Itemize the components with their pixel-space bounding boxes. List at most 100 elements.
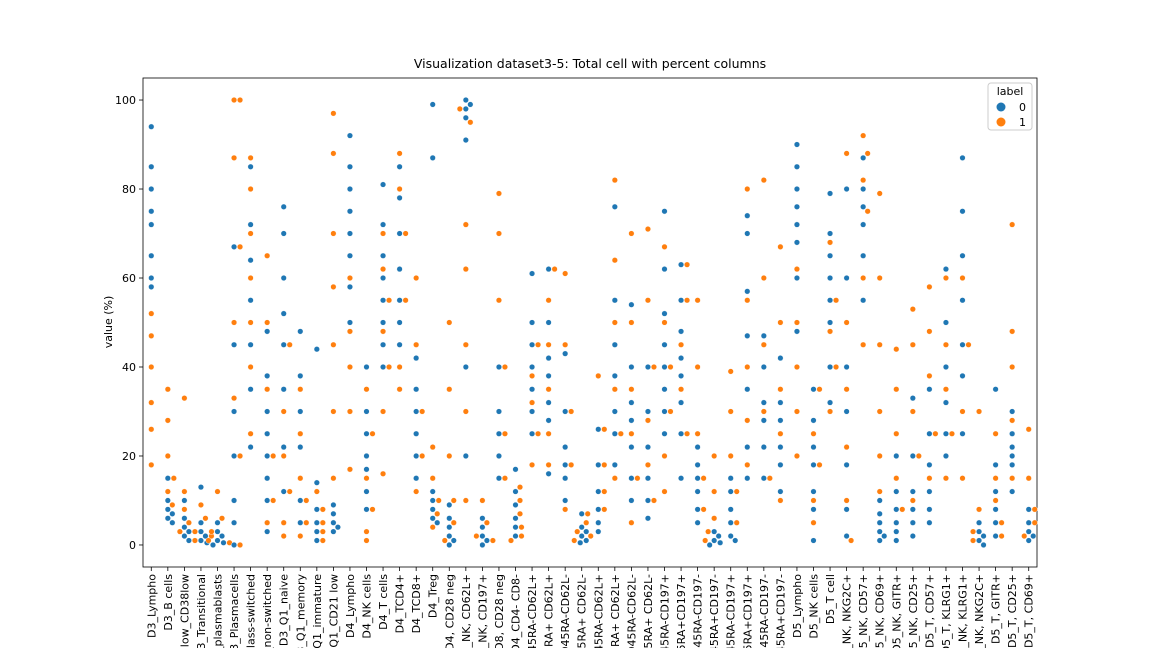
swarm-point: [529, 363, 536, 370]
swarm-point: [827, 239, 834, 246]
swarm-point: [700, 506, 707, 513]
swarm-point: [926, 519, 933, 526]
swarm-point: [280, 275, 287, 282]
swarm-point: [501, 363, 508, 370]
swarm-point: [711, 452, 718, 459]
swarm-point: [535, 341, 542, 348]
swarm-point: [777, 444, 784, 451]
swarm-point: [827, 297, 834, 304]
swarm-point: [876, 537, 883, 544]
swarm-point: [777, 386, 784, 393]
swarm-point: [218, 515, 225, 522]
swarm-point: [280, 230, 287, 237]
swarm-point: [876, 528, 883, 535]
swarm-point: [346, 319, 353, 326]
swarm-point: [181, 488, 188, 495]
swarm-point: [562, 506, 569, 513]
swarm-point: [628, 444, 635, 451]
swarm-point: [926, 430, 933, 437]
swarm-point: [396, 266, 403, 273]
swarm-point: [396, 319, 403, 326]
swarm-point: [429, 488, 436, 495]
swarm-point: [545, 341, 552, 348]
swarm-point: [793, 163, 800, 170]
swarm-point: [1009, 221, 1016, 228]
swarm-point: [303, 519, 310, 526]
swarm-point: [595, 372, 602, 379]
swarm-point: [363, 452, 370, 459]
swarm-point: [280, 310, 287, 317]
swarm-point: [346, 328, 353, 335]
swarm-point: [545, 430, 552, 437]
swarm-point: [214, 519, 221, 526]
swarm-point: [512, 501, 519, 508]
x-tick-label: 5_NK, NKG2C+: [841, 574, 854, 648]
swarm-point: [992, 430, 999, 437]
swarm-point: [793, 266, 800, 273]
swarm-point: [661, 363, 668, 370]
x-tick-label: D3_B cells: [162, 574, 175, 631]
swarm-point: [247, 230, 254, 237]
swarm-point: [661, 488, 668, 495]
swarm-point: [545, 372, 552, 379]
swarm-point: [280, 488, 287, 495]
swarm-point: [313, 479, 320, 486]
swarm-point: [313, 506, 320, 513]
swarm-point: [843, 186, 850, 193]
swarm-point: [810, 461, 817, 468]
swarm-point: [694, 488, 701, 495]
swarm-point: [450, 497, 457, 504]
swarm-point: [164, 417, 171, 424]
swarm-point: [998, 533, 1005, 540]
swarm-point: [429, 444, 436, 451]
swarm-point: [231, 154, 238, 161]
swarm-point: [915, 452, 922, 459]
swarm-point: [744, 363, 751, 370]
swarm-point: [330, 475, 337, 482]
swarm-point: [489, 537, 496, 544]
swarm-point: [363, 466, 370, 473]
swarm-point: [512, 533, 519, 540]
swarm-point: [644, 297, 651, 304]
swarm-point: [467, 101, 474, 108]
swarm-point: [976, 528, 983, 535]
swarm-point: [330, 408, 337, 415]
swarm-point: [280, 386, 287, 393]
x-tick-label: 3_Plasmacells: [228, 574, 241, 648]
swarm-point: [893, 452, 900, 459]
swarm-point: [744, 186, 751, 193]
swarm-point: [148, 208, 155, 215]
swarm-point: [280, 408, 287, 415]
swarm-point: [495, 452, 502, 459]
swarm-point: [727, 519, 734, 526]
x-tick-label: 5_NK, NKG2C+: [973, 574, 986, 648]
swarm-point: [237, 452, 244, 459]
swarm-point: [264, 497, 271, 504]
swarm-point: [793, 328, 800, 335]
swarm-point: [545, 461, 552, 468]
x-tick-label: D45RA-CD62L-: [559, 574, 572, 648]
swarm-point: [628, 417, 635, 424]
swarm-point: [562, 408, 569, 415]
swarm-point: [942, 386, 949, 393]
x-tick-label: 45RA-CD197+: [725, 574, 738, 648]
swarm-point: [346, 230, 353, 237]
swarm-point: [899, 506, 906, 513]
swarm-point: [181, 524, 188, 531]
swarm-point: [441, 537, 448, 544]
swarm-point: [694, 363, 701, 370]
swarm-point: [959, 252, 966, 259]
swarm-point: [462, 221, 469, 228]
x-tick-label: D45RA-CD62L-: [625, 574, 638, 648]
swarm-point: [429, 506, 436, 513]
swarm-point: [334, 524, 341, 531]
swarm-point: [733, 519, 740, 526]
swarm-point: [495, 297, 502, 304]
swarm-point: [909, 341, 916, 348]
swarm-point: [396, 386, 403, 393]
swarm-point: [827, 190, 834, 197]
swarm-point: [942, 275, 949, 282]
swarm-point: [694, 506, 701, 513]
swarm-point: [893, 346, 900, 353]
swarm-point: [164, 506, 171, 513]
